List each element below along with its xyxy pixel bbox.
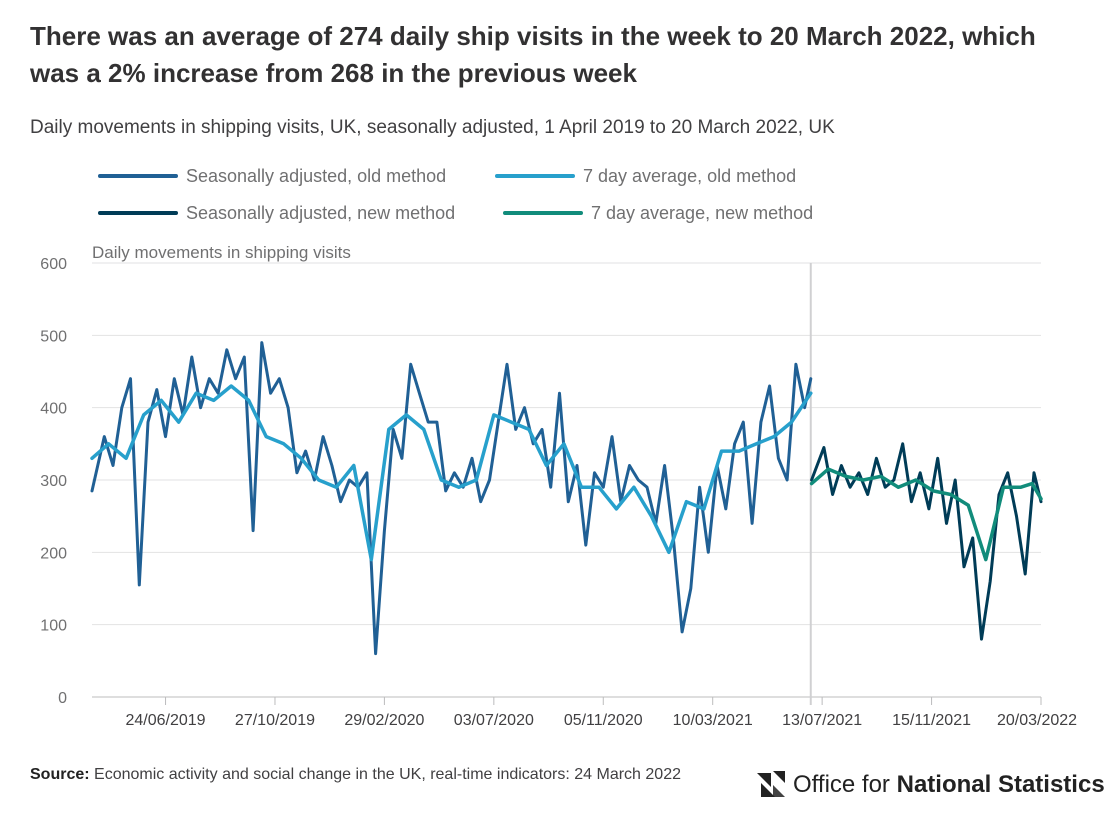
x-tick-label: 10/03/2021	[673, 712, 753, 729]
legend-swatch-avg-new	[503, 211, 583, 215]
x-tick-label: 15/11/2021	[892, 712, 971, 729]
x-tick-label: 13/07/2021	[782, 712, 862, 729]
y-tick-label: 300	[40, 473, 67, 490]
x-tick-label: 24/06/2019	[125, 712, 205, 729]
series-lines	[90, 341, 1043, 656]
series-sa-new	[810, 442, 1043, 641]
x-tick-label: 29/02/2020	[344, 712, 424, 729]
series-avg-old	[90, 384, 813, 562]
source-text: Economic activity and social change in t…	[94, 766, 681, 783]
series-sa-old	[90, 341, 813, 656]
source-note: Source: Economic activity and social cha…	[30, 764, 720, 786]
y-axis-label: Daily movements in shipping visits	[92, 243, 351, 262]
y-tick-label: 200	[40, 545, 67, 562]
x-tick-label: 27/10/2019	[235, 712, 315, 729]
legend-item-sa-new[interactable]: Seasonally adjusted, new method	[98, 200, 455, 226]
x-tick-label: 03/07/2020	[454, 712, 534, 729]
y-tick-label: 600	[40, 256, 67, 273]
y-tick-label: 400	[40, 401, 67, 418]
ons-logo-text: Office for National Statistics	[793, 771, 1105, 799]
y-tick-label: 100	[40, 618, 67, 635]
legend-item-avg-old[interactable]: 7 day average, old method	[495, 163, 796, 189]
ons-logo: Office for National Statistics	[755, 769, 1105, 801]
ons-logo-icon	[757, 771, 785, 797]
x-tick-label: 20/03/2022	[997, 712, 1077, 729]
chart-title: There was an average of 274 daily ship v…	[30, 21, 1036, 88]
ons-logo-text-light: Office for	[793, 771, 890, 798]
legend-swatch-avg-old	[495, 174, 575, 178]
legend-label-avg-new: 7 day average, new method	[591, 202, 814, 223]
legend-swatch-sa-new	[98, 211, 178, 215]
y-axis-ticks: 0 100 200 300 400 500 600	[40, 256, 67, 707]
line-chart: Daily movements in shipping visits 0 100 2…	[40, 243, 1077, 729]
legend-label-sa-old: Seasonally adjusted, old method	[186, 165, 447, 186]
legend-label-sa-new: Seasonally adjusted, new method	[186, 202, 456, 223]
chart-legend: Seasonally adjusted, old method 7 day av…	[98, 163, 898, 233]
x-axis: 24/06/2019 27/10/2019 29/02/2020 03/07/2020…	[125, 697, 1077, 729]
legend-item-avg-new[interactable]: 7 day average, new method	[503, 200, 813, 226]
x-tick-label: 05/11/2020	[564, 712, 643, 729]
legend-label-avg-old: 7 day average, old method	[583, 165, 797, 186]
chart-subtitle: Daily movements in shipping visits, UK, …	[30, 117, 835, 138]
y-tick-label: 0	[58, 690, 67, 707]
legend-swatch-sa-old	[98, 174, 178, 178]
legend-item-sa-old[interactable]: Seasonally adjusted, old method	[98, 163, 446, 189]
ons-logo-text-bold: National Statistics	[896, 771, 1105, 798]
series-avg-new	[809, 467, 1043, 562]
y-tick-label: 500	[40, 328, 67, 345]
source-label: Source:	[30, 766, 90, 783]
